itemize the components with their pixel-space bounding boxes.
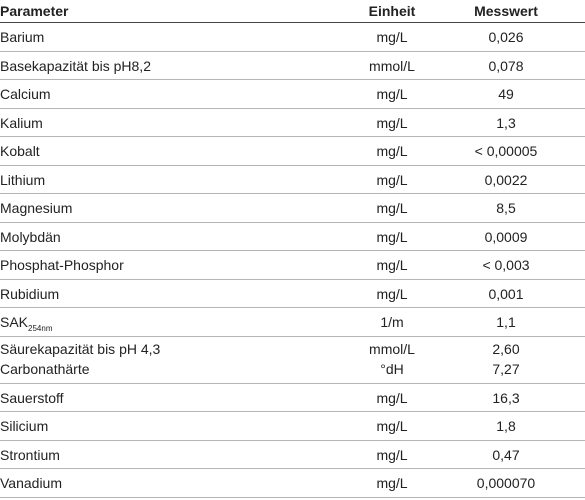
parameter-cell: Sauerstoff (0, 389, 64, 406)
row-rule (0, 193, 585, 194)
parameter-cell: Säurekapazität bis pH 4,3 (0, 340, 161, 357)
row-rule (0, 221, 585, 223)
value-cell: 0,47 (492, 446, 520, 463)
value-cell: 2,60 (492, 340, 520, 357)
header-unit: Einheit (368, 3, 416, 19)
value-cell: 8,5 (496, 200, 516, 217)
row-rule (0, 335, 585, 337)
unit-cell: mg/L (376, 285, 408, 302)
parameter-cell: Kalium (0, 114, 43, 131)
parameter-cell: Barium (0, 29, 45, 46)
unit-cell: mmol/L (369, 340, 415, 357)
parameter-cell: Basekapazität bis pH8,2 (0, 57, 151, 74)
row-rule (0, 382, 585, 384)
parameter-cell: Magnesium (0, 200, 73, 217)
value-cell: 0,001 (488, 285, 524, 302)
cell-subscript: 254nm (28, 324, 53, 334)
row-rule (0, 50, 585, 52)
parameter-cell: SAK254nm (0, 313, 52, 338)
unit-cell: mg/L (376, 446, 408, 463)
parameter-cell: Carbonathärte (0, 360, 90, 377)
row-rule (0, 164, 585, 166)
value-cell: 1,1 (496, 314, 516, 331)
unit-cell: mg/L (376, 389, 408, 406)
unit-cell: mg/L (376, 228, 408, 245)
row-rule (0, 79, 585, 80)
row-rule (0, 250, 585, 251)
unit-cell: mg/L (376, 114, 408, 131)
row-rule (0, 278, 585, 280)
row-rule (0, 136, 585, 137)
parameter-cell: Phosphat-Phosphor (0, 257, 124, 274)
parameter-cell: Calcium (0, 86, 51, 103)
value-cell: 0,0009 (484, 228, 528, 245)
value-cell: 1,8 (496, 418, 516, 435)
header-rule (0, 22, 585, 23)
parameter-cell: Kobalt (0, 143, 40, 160)
value-cell: < 0,00005 (474, 143, 538, 160)
value-cell: < 0,003 (482, 257, 530, 274)
parameter-cell: Vanadium (0, 475, 63, 492)
row-rule (0, 107, 585, 109)
row-rule (0, 496, 585, 498)
value-cell: 1,3 (496, 114, 516, 131)
parameter-cell: Lithium (0, 171, 46, 188)
header-value: Messwert (474, 3, 538, 19)
value-cell: 7,27 (492, 360, 520, 377)
value-cell: 0,0022 (484, 171, 528, 188)
parameter-cell: Molybdän (0, 228, 61, 245)
value-cell: 0,026 (488, 29, 524, 46)
parameter-cell: Strontium (0, 446, 60, 463)
unit-cell: mg/L (376, 143, 408, 160)
row-rule (0, 439, 585, 441)
value-cell: 0,000070 (476, 475, 536, 492)
parameter-cell: Silicium (0, 418, 49, 435)
unit-cell: mg/L (376, 200, 408, 217)
row-rule (0, 411, 585, 412)
value-cell: 0,078 (488, 57, 524, 74)
unit-cell: °dH (380, 360, 404, 377)
unit-cell: mmol/L (369, 57, 415, 74)
header-parameter: Parameter (0, 3, 69, 19)
unit-cell: mg/L (376, 418, 408, 435)
unit-cell: mg/L (376, 29, 408, 46)
cell-text: SAK (0, 314, 29, 331)
unit-cell: mg/L (376, 257, 408, 274)
unit-cell: mg/L (376, 171, 408, 188)
unit-cell: 1/m (380, 314, 404, 331)
row-rule (0, 307, 585, 308)
row-rule (0, 468, 585, 469)
parameter-cell: Rubidium (0, 285, 60, 302)
unit-cell: mg/L (376, 475, 408, 492)
unit-cell: mg/L (376, 86, 408, 103)
value-cell: 16,3 (492, 389, 520, 406)
value-cell: 49 (498, 86, 514, 103)
